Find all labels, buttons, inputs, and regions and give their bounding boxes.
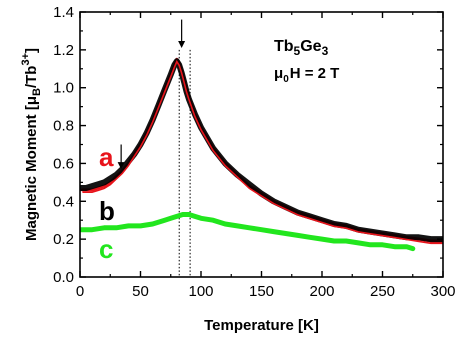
x-tick-label-3: 150 xyxy=(249,283,274,300)
y-axis-title-sub: B xyxy=(31,88,43,96)
field-sub: 0 xyxy=(283,74,289,85)
x-tick-label-0: 0 xyxy=(76,283,84,300)
y-axis-title: Magnetic Moment [μB/Tb3+] xyxy=(20,48,43,241)
y-axis-title-sup: 3+ xyxy=(20,53,32,66)
x-tick-label-6: 300 xyxy=(430,283,455,300)
reference-lines xyxy=(178,49,191,277)
field-rest: H = 2 T xyxy=(290,65,340,82)
y-tick-label-3: 0.6 xyxy=(53,155,74,172)
y-tick-label-7: 1.4 xyxy=(53,4,74,21)
y-tick-label-0: 0.0 xyxy=(53,269,74,286)
y-axis-title-mid: /Tb xyxy=(23,66,40,89)
series-label-c: c xyxy=(99,234,113,264)
series-line-c xyxy=(80,212,416,252)
y-tick-label-2: 0.4 xyxy=(53,193,74,210)
compound-sub1: 5 xyxy=(294,44,301,58)
y-axis-title-main: Magnetic Moment [μ xyxy=(23,96,40,241)
x-axis-title: Temperature [K] xyxy=(204,317,319,334)
x-tick-label-4: 200 xyxy=(309,283,334,300)
arrow-head-0 xyxy=(117,162,125,170)
axis-tick-labels: 0 50 100 150 200 250 3000.00.20.40.60.81.01.21… xyxy=(53,4,455,300)
series-label-b: b xyxy=(99,196,115,226)
compound-main: Tb xyxy=(274,38,294,55)
compound-sub2: 3 xyxy=(322,44,329,58)
axis-ticks xyxy=(79,11,444,278)
series-label-a: a xyxy=(99,142,114,172)
series-layer xyxy=(80,57,443,252)
field-label: μ0H = 2 T xyxy=(274,65,339,85)
y-tick-label-4: 0.8 xyxy=(53,118,74,135)
arrows-layer xyxy=(117,19,186,170)
field-mu: μ xyxy=(274,65,283,82)
y-tick-label-5: 1.0 xyxy=(53,80,74,97)
compound-label: Tb5Ge3 xyxy=(274,38,329,58)
y-tick-label-6: 1.2 xyxy=(53,42,74,59)
compound-mid: Ge xyxy=(300,38,321,55)
y-axis-title-end: ] xyxy=(23,48,40,53)
y-tick-label-1: 0.2 xyxy=(53,231,74,248)
series-line-b xyxy=(80,58,443,243)
x-tick-label-1: 50 xyxy=(132,283,149,300)
x-tick-label-5: 250 xyxy=(370,283,395,300)
x-tick-label-2: 100 xyxy=(188,283,213,300)
arrow-head-1 xyxy=(178,40,186,48)
series-outline-a xyxy=(82,59,443,245)
